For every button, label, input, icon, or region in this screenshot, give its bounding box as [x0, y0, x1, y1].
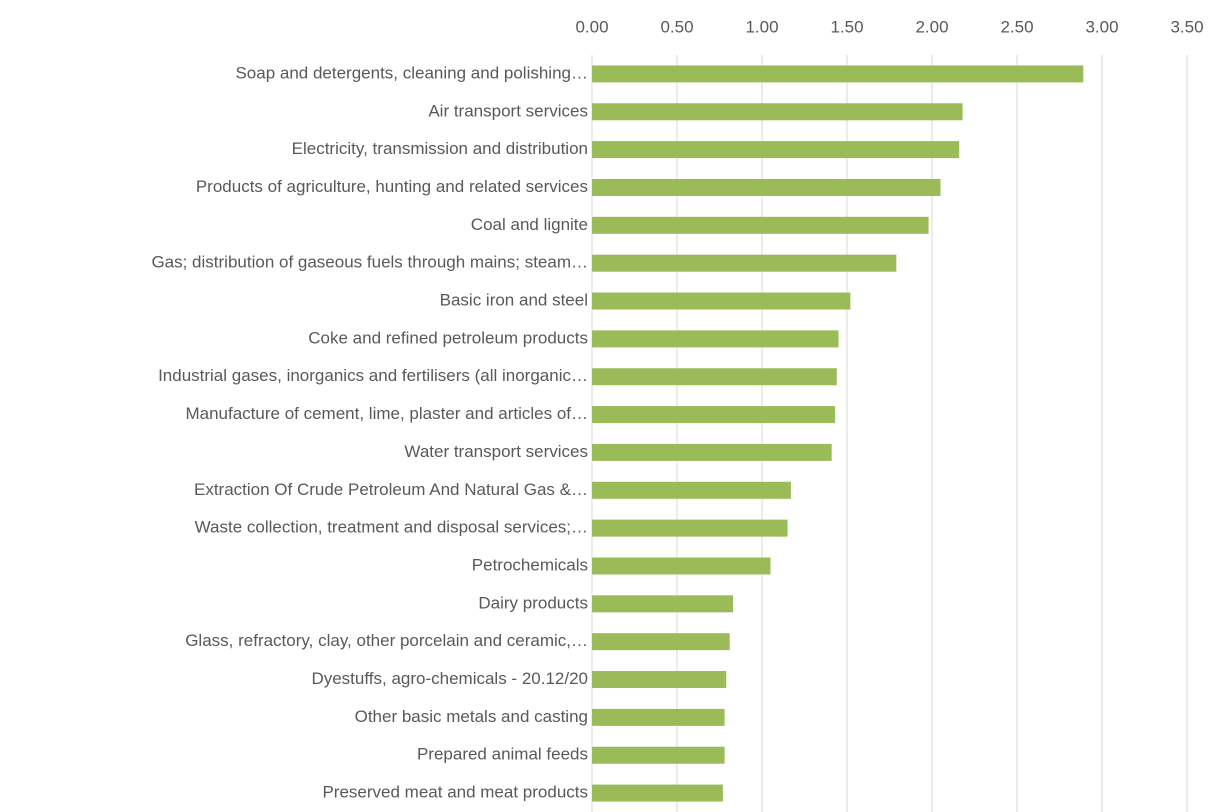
bar: [592, 557, 771, 575]
y-tick-label: Manufacture of cement, lime, plaster and…: [185, 404, 588, 423]
bar: [592, 406, 836, 424]
bar: [592, 292, 851, 310]
bar: [592, 746, 725, 764]
y-tick-label: Petrochemicals: [472, 555, 588, 574]
y-tick-label: Extraction Of Crude Petroleum And Natura…: [194, 480, 588, 499]
y-tick-label: Coal and lignite: [471, 215, 588, 234]
bar: [592, 254, 897, 272]
x-tick-label: 0.00: [575, 17, 608, 36]
y-tick-label: Basic iron and steel: [440, 291, 588, 310]
bar: [592, 481, 791, 499]
x-tick-label: 2.50: [1000, 17, 1033, 36]
bar: [592, 368, 837, 386]
y-tick-label: Dyestuffs, agro-chemicals - 20.12/20: [311, 669, 588, 688]
bar: [592, 519, 788, 537]
y-tick-label: Water transport services: [404, 442, 588, 461]
bar: [592, 595, 734, 613]
bar: [592, 103, 963, 121]
y-tick-label: Other basic metals and casting: [355, 707, 588, 726]
bar: [592, 216, 929, 234]
bar: [592, 141, 960, 159]
y-tick-label: Glass, refractory, clay, other porcelain…: [185, 631, 588, 650]
bar: [592, 671, 727, 689]
bar: [592, 330, 839, 348]
y-tick-label: Electricity, transmission and distributi…: [292, 139, 588, 158]
bar: [592, 633, 730, 651]
y-tick-label: Preserved meat and meat products: [322, 783, 588, 802]
y-tick-label: Waste collection, treatment and disposal…: [195, 518, 588, 537]
bar: [592, 708, 725, 726]
y-tick-label: Prepared animal feeds: [417, 745, 588, 764]
x-tick-label: 0.50: [660, 17, 693, 36]
y-tick-label: Industrial gases, inorganics and fertili…: [158, 366, 588, 385]
x-tick-label: 3.00: [1085, 17, 1118, 36]
bar: [592, 443, 832, 461]
y-tick-label: Coke and refined petroleum products: [308, 328, 588, 347]
y-tick-label: Soap and detergents, cleaning and polish…: [235, 63, 588, 82]
bar: [592, 65, 1084, 83]
y-tick-label: Gas; distribution of gaseous fuels throu…: [151, 253, 588, 272]
bar: [592, 784, 723, 802]
x-tick-label: 3.50: [1170, 17, 1203, 36]
bar: [592, 178, 941, 196]
y-tick-label: Products of agriculture, hunting and rel…: [196, 177, 588, 196]
y-tick-label: Dairy products: [478, 593, 588, 612]
y-tick-label: Air transport services: [428, 101, 588, 120]
x-tick-label: 1.50: [830, 17, 863, 36]
x-tick-label: 2.00: [915, 17, 948, 36]
x-tick-label: 1.00: [745, 17, 778, 36]
